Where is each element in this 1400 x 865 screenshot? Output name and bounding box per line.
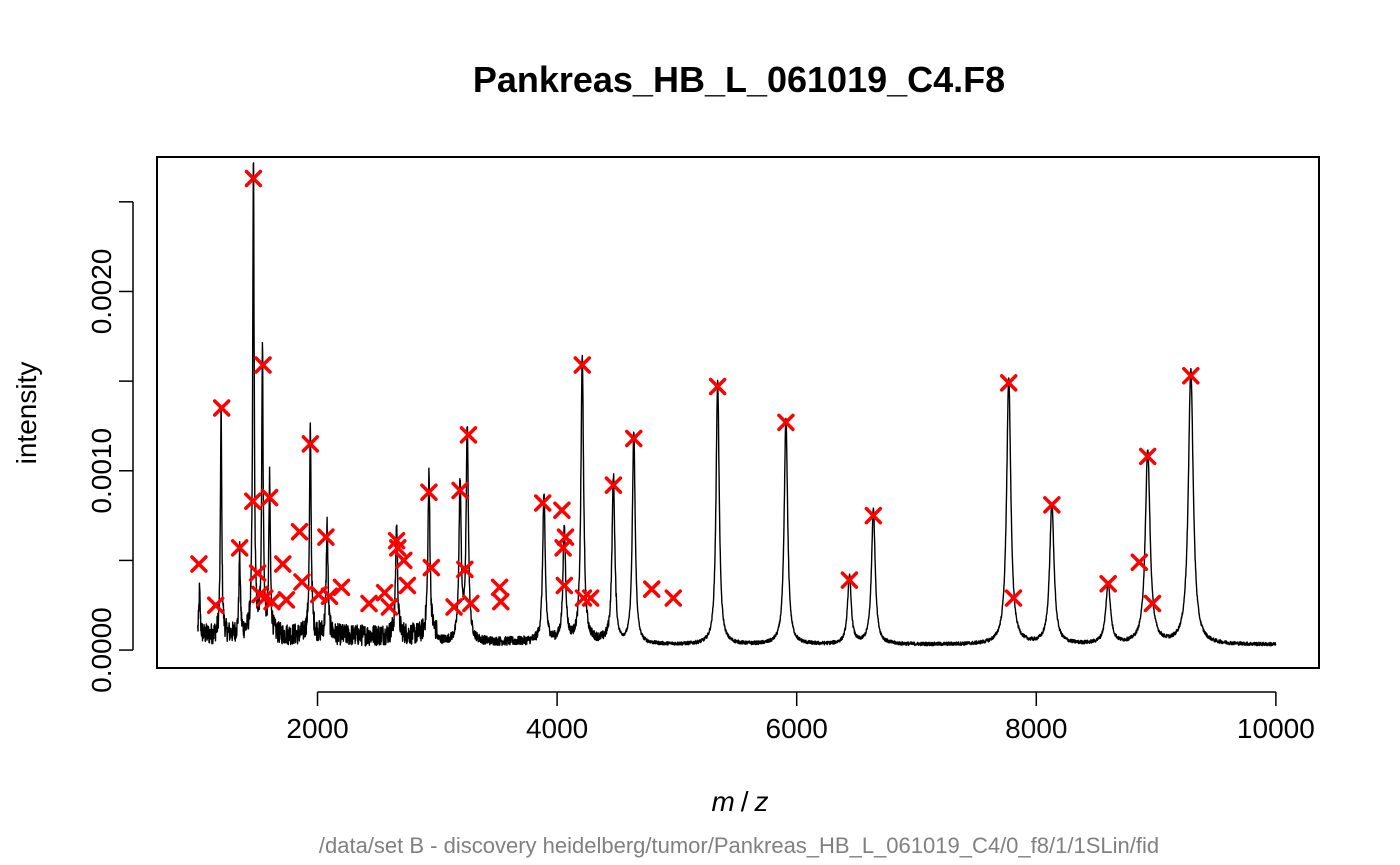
peak-marker (317, 528, 335, 546)
x-tick-label: 10000 (1237, 713, 1315, 744)
x-tick-label: 2000 (286, 713, 348, 744)
x-tick-label: 8000 (1005, 713, 1067, 744)
peak-marker (277, 591, 296, 609)
peak-marker (556, 528, 575, 546)
peak-marker (190, 555, 208, 573)
peak-marker (1099, 574, 1117, 593)
peak-marker (293, 573, 311, 591)
peak-marker (380, 598, 399, 616)
x-axis-title-m: m (711, 786, 734, 817)
peak-marker (301, 435, 320, 453)
peak-marker (664, 589, 683, 607)
peak-marker (451, 481, 469, 500)
peak-marker (456, 560, 474, 579)
peak-marker (254, 356, 272, 374)
peak-marker (1004, 589, 1023, 607)
peak-marker (360, 594, 378, 613)
peak-marker (395, 551, 413, 570)
peak-marker (422, 558, 441, 577)
plot-frame (156, 156, 1320, 669)
peak-marker (490, 578, 509, 597)
peak-marker (864, 506, 883, 525)
peak-marker (263, 592, 281, 611)
peak-marker (274, 555, 292, 573)
peak-marker (533, 494, 552, 512)
peak-marker (206, 596, 225, 614)
y-tick-label: 0.0020 (86, 249, 117, 335)
peak-marker (708, 377, 727, 396)
x-tick-label: 6000 (766, 713, 828, 744)
peak-marker (230, 539, 249, 557)
y-tick-label: 0.0010 (86, 428, 117, 514)
peak-marker (389, 539, 407, 557)
peak-marker (604, 476, 623, 494)
peak-marker (260, 488, 279, 507)
spectrum-line (197, 162, 1277, 647)
peak-marker (1138, 447, 1157, 466)
peak-marker (1130, 553, 1149, 571)
peak-marker (445, 598, 463, 616)
peak-marker (642, 580, 661, 598)
peak-marker (1043, 496, 1061, 514)
peak-marker (290, 522, 309, 541)
peak-marker (553, 501, 571, 519)
x-axis-title-slash: / (741, 786, 749, 817)
y-axis-title: intensity (11, 362, 42, 465)
peak-marker (212, 399, 231, 417)
peak-marker (420, 483, 438, 502)
x-axis-title: m / z (711, 786, 768, 817)
peak-marker (581, 589, 600, 607)
peak-marker (244, 492, 262, 511)
x-axis: 2000 4000 6000 8000 10000 (286, 691, 1315, 744)
peak-marker (375, 583, 394, 602)
x-tick-label: 4000 (526, 713, 588, 744)
chart-title: Pankreas_HB_L_061019_C4.F8 (473, 59, 1005, 100)
peak-marker (332, 578, 351, 597)
peak-marker (248, 564, 267, 582)
peak-marker (1182, 366, 1200, 385)
peak-marker (459, 426, 478, 444)
peak-marker (840, 571, 859, 589)
peak-marker (573, 356, 592, 374)
peak-marker (462, 594, 480, 613)
x-axis-title-z: z (754, 786, 769, 817)
peak-marker (777, 413, 795, 432)
y-tick-label: 0.0000 (86, 607, 117, 693)
y-axis: 0.0000 0.0010 0.0020 (86, 201, 134, 693)
file-path-caption: /data/set B - discovery heidelberg/tumor… (319, 833, 1159, 858)
peak-marker (244, 169, 263, 188)
peak-marker (398, 576, 417, 595)
peak-marker (1143, 594, 1162, 613)
peak-marker (320, 587, 339, 606)
peak-marker (555, 576, 574, 595)
peak-marker (492, 592, 510, 611)
peak-markers (190, 169, 1200, 616)
peak-marker (625, 429, 643, 448)
peak-marker (999, 374, 1018, 392)
